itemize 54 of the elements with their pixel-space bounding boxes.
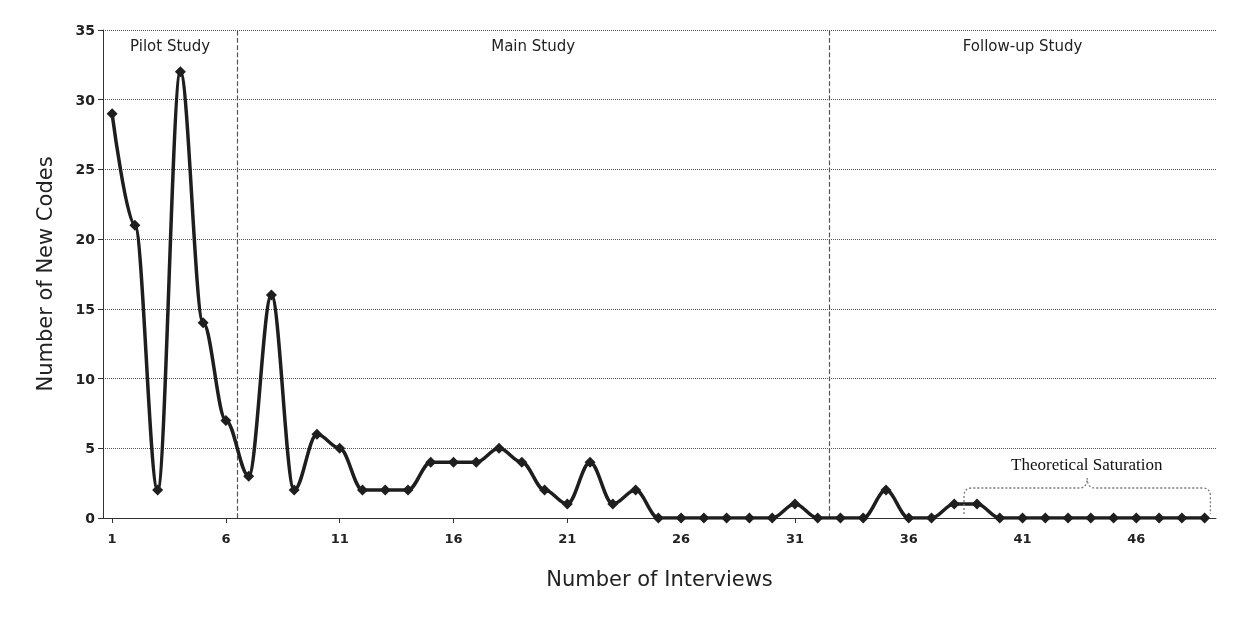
annotation: Main Study (491, 36, 576, 55)
x-tick-label: 21 (558, 531, 577, 546)
x-tick-label: 26 (672, 531, 691, 546)
y-tick-label: 5 (85, 440, 95, 457)
y-tick-label: 10 (75, 370, 96, 387)
point (561, 498, 573, 510)
x-tick-label: 31 (785, 531, 804, 546)
point (197, 317, 209, 329)
point (265, 289, 277, 301)
x-tick-label: 11 (330, 531, 349, 546)
annotation: Follow-up Study (962, 36, 1083, 55)
point (402, 484, 414, 496)
point (1199, 512, 1211, 524)
annotation: Pilot Study (130, 36, 211, 55)
point (880, 484, 892, 496)
point (698, 512, 710, 524)
point (174, 66, 186, 78)
y-axis-title: Number of New Codes (32, 156, 57, 392)
point (652, 512, 664, 524)
point (129, 219, 141, 231)
point (516, 456, 528, 468)
x-tick-label: 41 (1013, 531, 1032, 546)
point (311, 428, 323, 440)
point (356, 484, 368, 496)
point (971, 498, 983, 510)
point (243, 470, 255, 482)
point (584, 456, 596, 468)
point (675, 512, 687, 524)
y-tick-label: 30 (75, 91, 96, 108)
point (220, 414, 232, 426)
point (1176, 512, 1188, 524)
y-tick-label: 35 (75, 22, 95, 38)
x-tick-label: 6 (221, 531, 231, 546)
y-tick-label: 0 (85, 510, 96, 526)
point (607, 498, 619, 510)
y-tick-label: 15 (75, 300, 95, 317)
x-tick-label: 16 (444, 531, 463, 546)
y-tick-label: 20 (75, 231, 96, 248)
x-tick-label: 1 (107, 531, 117, 546)
point (1062, 512, 1074, 524)
point (630, 484, 642, 496)
x-tick-label: 46 (1127, 531, 1146, 546)
y-tick-label: 25 (75, 161, 95, 178)
point (1153, 512, 1165, 524)
point (152, 484, 164, 496)
point (539, 484, 551, 496)
x-tick-label: 36 (899, 531, 918, 546)
annotation: Theoretical Saturation (1011, 455, 1164, 474)
point (334, 442, 346, 454)
point (948, 498, 960, 510)
x-axis-title: Number of Interviews (546, 566, 773, 591)
point (493, 442, 505, 454)
point (288, 484, 300, 496)
point (789, 498, 801, 510)
